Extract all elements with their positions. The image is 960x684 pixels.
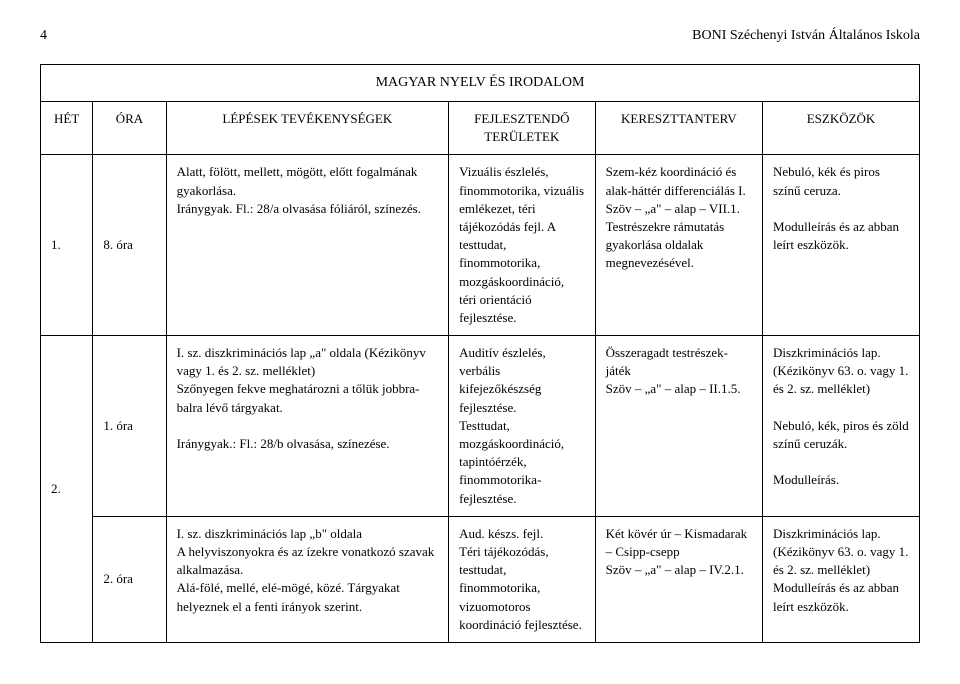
col-header-kereszttanterv: KERESZTTANTERV <box>595 102 762 155</box>
cell-ora: 8. óra <box>93 155 166 336</box>
table-row: 2. óra I. sz. diszkriminációs lap „b" ol… <box>41 516 920 642</box>
cell-het: 2. <box>41 336 93 643</box>
col-header-het: HÉT <box>41 102 93 155</box>
cell-esz: Diszkriminációs lap. (Kézikönyv 63. o. v… <box>763 336 920 517</box>
page-header: 4 BONI Széchenyi István Általános Iskola <box>40 28 920 44</box>
cell-fejl: Vizuális észlelés, finommotorika, vizuál… <box>449 155 596 336</box>
table-header-row: HÉT ÓRA LÉPÉSEK TEVÉKENYSÉGEK FEJLESZTEN… <box>41 102 920 155</box>
col-header-lepesek: LÉPÉSEK TEVÉKENYSÉGEK <box>166 102 449 155</box>
table-row: 2. 1. óra I. sz. diszkriminációs lap „a"… <box>41 336 920 517</box>
subject-title: MAGYAR NYELV ÉS IRODALOM <box>41 65 919 101</box>
school-name: BONI Széchenyi István Általános Iskola <box>692 28 920 44</box>
page-number: 4 <box>40 28 47 44</box>
table-row: 1. 8. óra Alatt, fölött, mellett, mögött… <box>41 155 920 336</box>
cell-ker: Szem-kéz koordináció és alak-háttér diff… <box>595 155 762 336</box>
cell-lepesek: I. sz. diszkriminációs lap „b" oldalaA h… <box>166 516 449 642</box>
cell-esz: Diszkriminációs lap. (Kézikönyv 63. o. v… <box>763 516 920 642</box>
curriculum-table: HÉT ÓRA LÉPÉSEK TEVÉKENYSÉGEK FEJLESZTEN… <box>40 101 920 643</box>
cell-het: 1. <box>41 155 93 336</box>
cell-ora: 1. óra <box>93 336 166 517</box>
col-header-fejlesztendo: FEJLESZTENDŐ TERÜLETEK <box>449 102 596 155</box>
cell-fejl: Auditív észlelés, verbális kifejezőkészs… <box>449 336 596 517</box>
col-header-eszkozok: ESZKÖZÖK <box>763 102 920 155</box>
title-box: MAGYAR NYELV ÉS IRODALOM <box>40 64 920 102</box>
cell-ker: Két kövér úr – Kismadarak – Csipp-cseppS… <box>595 516 762 642</box>
cell-esz: Nebuló, kék és piros színű ceruza.Modull… <box>763 155 920 336</box>
cell-ker: Összeragadt testrészek-játékSzöv – „a" –… <box>595 336 762 517</box>
cell-lepesek: I. sz. diszkriminációs lap „a" oldala (K… <box>166 336 449 517</box>
cell-lepesek: Alatt, fölött, mellett, mögött, előtt fo… <box>166 155 449 336</box>
col-header-ora: ÓRA <box>93 102 166 155</box>
cell-fejl: Aud. készs. fejl.Téri tájékozódás, testt… <box>449 516 596 642</box>
cell-ora: 2. óra <box>93 516 166 642</box>
